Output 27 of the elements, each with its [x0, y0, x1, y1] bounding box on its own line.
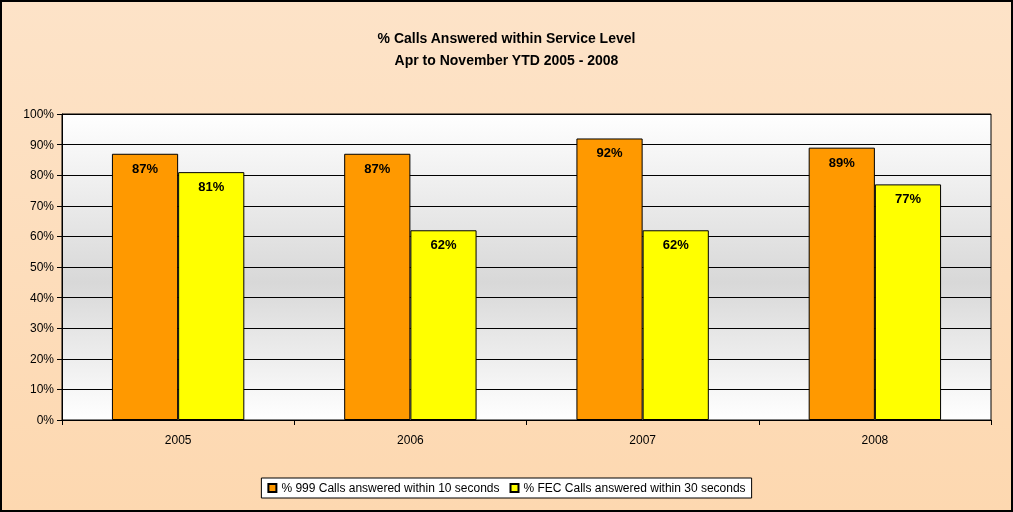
data-label: 81%: [198, 179, 225, 195]
x-tick-label: 2007: [629, 433, 657, 447]
chart-subtitle: Apr to November YTD 2005 - 2008: [394, 52, 619, 68]
legend-label: % FEC Calls answered within 30 seconds: [523, 481, 746, 495]
legend-label: % 999 Calls answered within 10 seconds: [281, 481, 500, 495]
data-label: 62%: [430, 237, 457, 253]
data-label: 87%: [132, 160, 159, 176]
y-tick-label: 20%: [29, 351, 55, 366]
y-tick-label: 80%: [29, 168, 55, 183]
chart-title: % Calls Answered within Service Level: [377, 30, 636, 46]
y-tick-label: 100%: [23, 107, 55, 121]
data-label: 62%: [662, 237, 690, 253]
data-label: 89%: [828, 154, 856, 170]
x-tick-label: 2006: [397, 433, 425, 447]
y-tick-label: 60%: [29, 229, 55, 244]
data-label: 77%: [894, 191, 922, 207]
x-tick-label: 2008: [861, 433, 889, 447]
y-tick-label: 40%: [29, 290, 55, 305]
y-tick-label: 50%: [29, 260, 55, 274]
y-tick-label: 30%: [29, 321, 55, 336]
x-tick-label: 2005: [164, 433, 192, 447]
y-tick-label: 10%: [29, 382, 55, 397]
data-label: 92%: [596, 145, 623, 161]
y-tick-label: 70%: [29, 198, 55, 213]
y-tick-label: 0%: [36, 413, 55, 427]
data-label: 87%: [364, 160, 391, 176]
y-tick-label: 90%: [29, 137, 55, 152]
